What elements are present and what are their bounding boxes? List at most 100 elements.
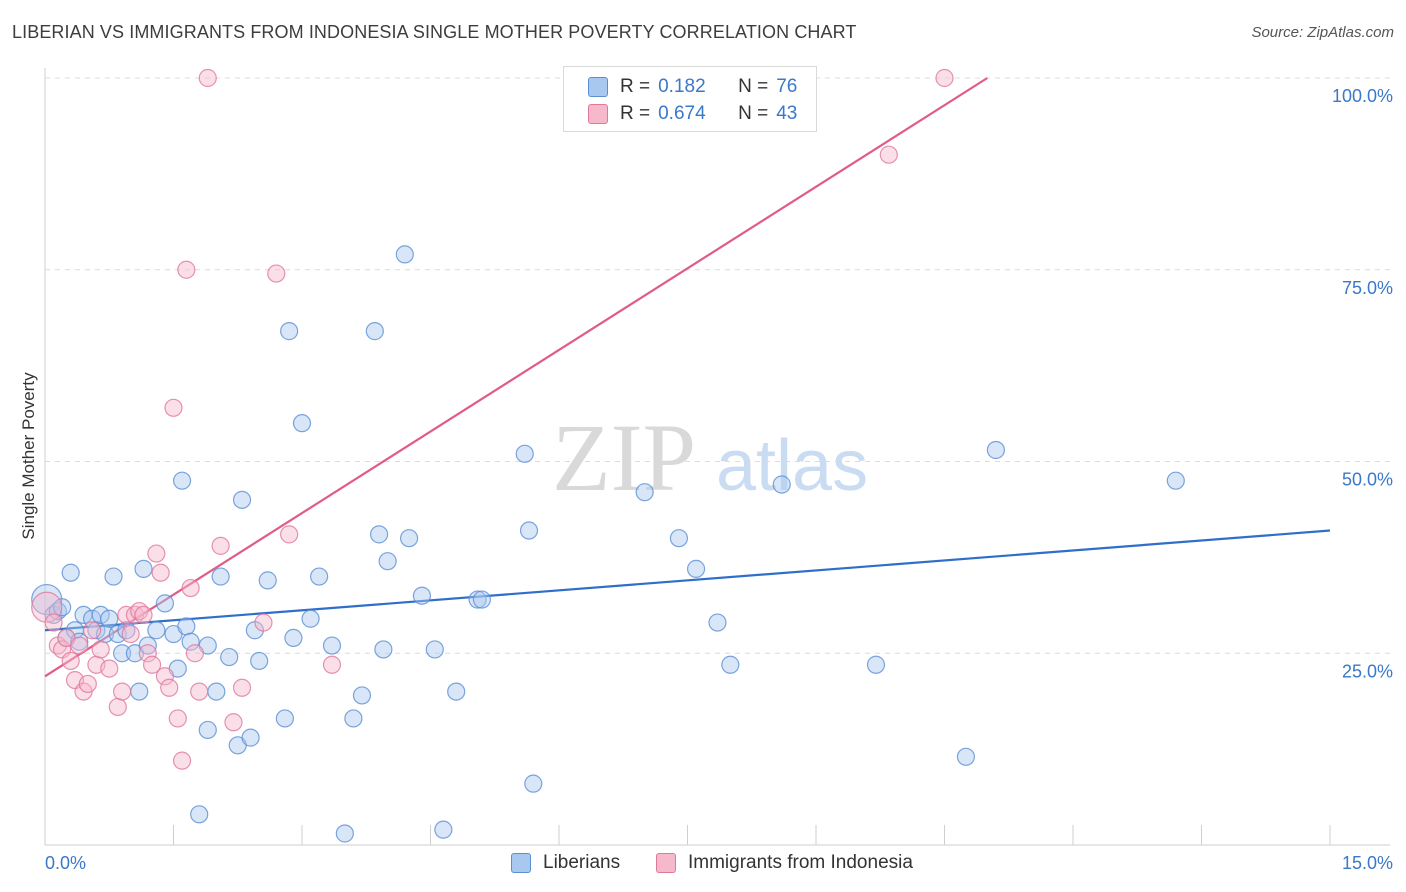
data-point <box>635 483 654 502</box>
data-point <box>519 521 539 540</box>
data-point <box>138 636 157 655</box>
data-point <box>91 640 110 659</box>
data-point <box>468 590 487 609</box>
y-tick-label: 25.0% <box>1342 661 1393 681</box>
data-point <box>164 398 183 417</box>
data-point <box>91 605 110 625</box>
legend-item-liberians: Liberians <box>511 852 620 874</box>
y-tick-label: 75.0% <box>1342 278 1393 298</box>
legend-swatch-indonesia <box>588 104 608 124</box>
data-point <box>168 709 187 728</box>
legend-r-value: 0.674 <box>658 103 706 124</box>
watermark: ZIP atlas <box>552 404 868 511</box>
chart-title: LIBERIAN VS IMMIGRANTS FROM INDONESIA SI… <box>12 22 857 42</box>
data-point <box>172 471 192 490</box>
series-legend: Liberians Immigrants from Indonesia <box>0 852 1406 878</box>
data-point <box>177 617 196 636</box>
data-point <box>267 264 286 283</box>
data-point <box>686 559 706 578</box>
data-point <box>100 609 119 628</box>
grid-lines <box>45 77 1390 654</box>
legend-r-value: 0.182 <box>658 76 706 97</box>
data-point <box>275 709 294 728</box>
data-point <box>151 563 170 582</box>
x-tick-label: 15.0% <box>1342 853 1393 873</box>
trend-lines <box>44 77 1331 678</box>
data-point <box>61 651 80 671</box>
data-point <box>301 609 320 628</box>
data-point <box>31 591 63 623</box>
trend-line-indonesia <box>44 77 988 678</box>
data-point <box>147 544 166 563</box>
data-point <box>310 567 329 586</box>
data-point <box>250 651 269 671</box>
data-points <box>31 68 1185 843</box>
data-point <box>344 709 363 728</box>
data-point <box>190 805 209 824</box>
data-point <box>108 697 127 717</box>
data-point <box>447 682 466 701</box>
data-point <box>134 605 153 625</box>
data-point <box>232 490 252 509</box>
legend-r-label: R = <box>620 76 651 97</box>
data-point <box>181 578 200 598</box>
data-point <box>220 647 239 667</box>
data-point <box>378 552 397 571</box>
legend-row-liberians: R = 0.182 N = 76 <box>588 76 797 98</box>
data-point <box>515 444 534 463</box>
data-point <box>284 628 303 648</box>
data-point <box>254 613 273 632</box>
data-point <box>956 747 976 766</box>
y-axis-label: Single Mother Poverty <box>19 372 38 540</box>
data-point <box>211 536 230 555</box>
data-point <box>130 682 149 701</box>
data-point <box>70 636 89 655</box>
data-point <box>61 563 80 582</box>
data-point <box>1166 471 1185 490</box>
tick-labels: 25.0% 50.0% 75.0% 100.0% 0.0% 15.0% <box>45 86 1393 873</box>
data-point <box>708 613 727 632</box>
data-point <box>258 571 277 590</box>
data-point <box>108 624 127 644</box>
data-point <box>241 728 260 747</box>
data-point <box>78 674 97 694</box>
watermark-atlas: atlas <box>716 426 868 506</box>
chart-source: Source: ZipAtlas.com <box>1251 24 1394 41</box>
data-point <box>434 820 453 839</box>
data-point <box>280 322 299 341</box>
data-point <box>83 621 102 640</box>
data-point <box>866 655 886 674</box>
data-point <box>177 260 196 279</box>
legend-label-liberians: Liberians <box>543 852 621 873</box>
data-point <box>198 720 217 740</box>
data-point <box>352 686 372 705</box>
legend-swatch-liberians <box>588 77 608 97</box>
legend-item-indonesia: Immigrants from Indonesia <box>656 852 913 874</box>
data-point <box>44 613 63 632</box>
data-point <box>879 145 898 164</box>
data-point <box>172 751 192 770</box>
data-point <box>721 655 740 674</box>
data-point <box>335 824 354 843</box>
data-point <box>147 621 166 640</box>
legend-n-value: 76 <box>776 76 798 97</box>
data-point <box>224 713 243 732</box>
x-tick-label: 0.0% <box>45 853 86 873</box>
data-point <box>112 682 132 701</box>
data-point <box>160 678 179 697</box>
data-point <box>772 475 791 494</box>
data-point <box>155 667 175 686</box>
legend-swatch-indonesia <box>656 853 676 873</box>
legend-n-value: 43 <box>776 103 798 124</box>
legend-n-label: N = <box>738 103 769 124</box>
y-tick-label: 50.0% <box>1342 470 1393 490</box>
data-point <box>121 624 140 644</box>
data-point <box>198 68 217 88</box>
data-point <box>322 636 342 655</box>
y-tick-label: 100.0% <box>1332 86 1393 106</box>
legend-swatch-liberians <box>511 853 531 873</box>
data-point <box>104 567 123 586</box>
data-point <box>412 586 432 605</box>
data-point <box>185 644 205 663</box>
